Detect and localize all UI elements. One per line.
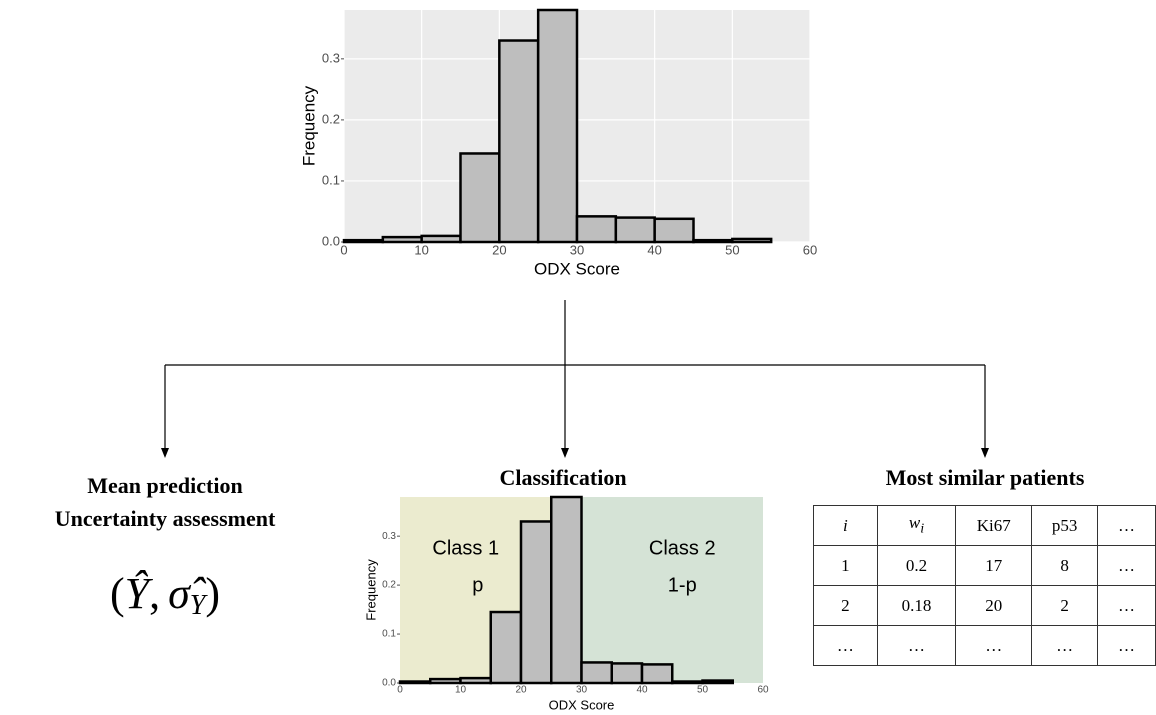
bar [731, 237, 773, 244]
bar [429, 677, 462, 685]
left-title: Mean prediction [87, 473, 242, 498]
table-cell: … [1097, 545, 1156, 586]
y-tick-label: 0.1 [382, 629, 396, 640]
y-tick-label: 0.2 [322, 111, 340, 126]
arrow-heads [161, 448, 989, 458]
bar [701, 679, 734, 685]
region-label: Class 2 [649, 537, 716, 559]
x-tick-label: 20 [515, 685, 527, 696]
bar [671, 680, 704, 685]
table-cell: … [1097, 585, 1156, 626]
x-tick-label: 50 [697, 685, 709, 696]
formula-part: ) [205, 569, 220, 618]
x-tick-label: 60 [803, 243, 817, 258]
region-sublabel: p [472, 574, 483, 596]
bar [498, 39, 540, 244]
x-tick-label: 0 [340, 243, 347, 258]
arrows [164, 300, 986, 453]
bar [614, 216, 656, 244]
x-tick-label: 30 [570, 243, 584, 258]
bar [489, 610, 523, 685]
header-cell: i [813, 505, 878, 546]
table-cell: 17 [955, 545, 1033, 586]
table-cell: 2 [1031, 585, 1099, 626]
table-cell: 2 [813, 585, 878, 626]
table-cell: … [876, 625, 957, 666]
bar [420, 234, 462, 244]
y-tick-label: 0.0 [322, 233, 340, 248]
header-cell: wi [876, 505, 957, 546]
header-cell: p53 [1031, 505, 1099, 546]
bar [459, 152, 501, 244]
x-axis-label: ODX Score [534, 259, 620, 278]
bar [536, 8, 579, 244]
x-tick-label: 40 [636, 685, 648, 696]
header-cell: … [1097, 505, 1156, 546]
table-row: 1 0.2 17 8… [813, 545, 1156, 586]
formula-part: , [149, 569, 160, 618]
bar [580, 661, 613, 685]
table-cell: 1 [813, 545, 878, 586]
y-tick-label: 0.2 [382, 580, 396, 591]
bar [519, 520, 553, 685]
x-tick-label: 30 [576, 685, 588, 696]
y-tick-label: 0.1 [322, 172, 340, 187]
bar [459, 676, 492, 685]
formula-part: ( [110, 569, 125, 618]
x-tick-label: 10 [414, 243, 428, 258]
bar [610, 662, 644, 685]
y-axis-label: Frequency [299, 85, 318, 166]
region [581, 497, 763, 683]
y-axis-label: Frequency [363, 559, 378, 621]
x-tick-label: 60 [757, 685, 769, 696]
formula: (Ŷ, σ̂Y) [110, 569, 220, 621]
bar [640, 663, 674, 685]
table-cell: … [955, 625, 1033, 666]
table-cell: 8 [1031, 545, 1099, 586]
bar [653, 217, 695, 244]
right-title: Most similar patients [886, 465, 1085, 490]
y-tick-label: 0.3 [382, 531, 396, 542]
bar [575, 215, 618, 244]
y-tick-label: 0.0 [382, 678, 396, 689]
histogram: 0 10 20 30 40 50 60 0.0 0.1 0.2 0.3 ODX Score Freque… [299, 8, 817, 278]
x-tick-label: 10 [455, 685, 467, 696]
table-row: …………… [813, 625, 1156, 666]
formula-part: Y [190, 590, 209, 621]
histogram: 0 10 20 30 40 50 60 0.0 0.1 0.2 0.3 Class 1 p Class 2… [363, 495, 769, 712]
region-sublabel: 1-p [668, 574, 697, 596]
table-cell: … [1031, 625, 1099, 666]
bar [381, 235, 423, 244]
y-tick-label: 0.3 [322, 50, 340, 65]
left-subtitle: Uncertainty assessment [55, 506, 276, 531]
chart-title: Classification [499, 465, 626, 490]
bar [398, 680, 432, 685]
x-tick-label: 50 [725, 243, 739, 258]
table: i wi Ki67 p53… 1 0.2 17 8… 2 0.18 20 2……………… [813, 505, 1156, 666]
formula-part: Ŷ [125, 569, 154, 618]
table-row: 2 0.18 20 2… [813, 585, 1156, 626]
table-cell: 0.18 [876, 585, 957, 626]
table-header-row: i wi Ki67 p53… [813, 505, 1156, 546]
bar [550, 495, 583, 685]
region-label: Class 1 [432, 537, 499, 559]
x-tick-label: 40 [647, 243, 661, 258]
header-text: w [908, 513, 921, 533]
x-tick-label: 0 [397, 685, 403, 696]
x-axis-label: ODX Score [549, 697, 615, 712]
bar [342, 238, 385, 244]
table-cell: 0.2 [876, 545, 957, 586]
header-cell: Ki67 [955, 505, 1033, 546]
table-cell: 20 [955, 585, 1033, 626]
bar [692, 238, 734, 244]
header-subscript: i [920, 520, 925, 537]
x-tick-label: 20 [492, 243, 506, 258]
table-cell: … [813, 625, 878, 666]
table-cell: … [1097, 625, 1156, 666]
